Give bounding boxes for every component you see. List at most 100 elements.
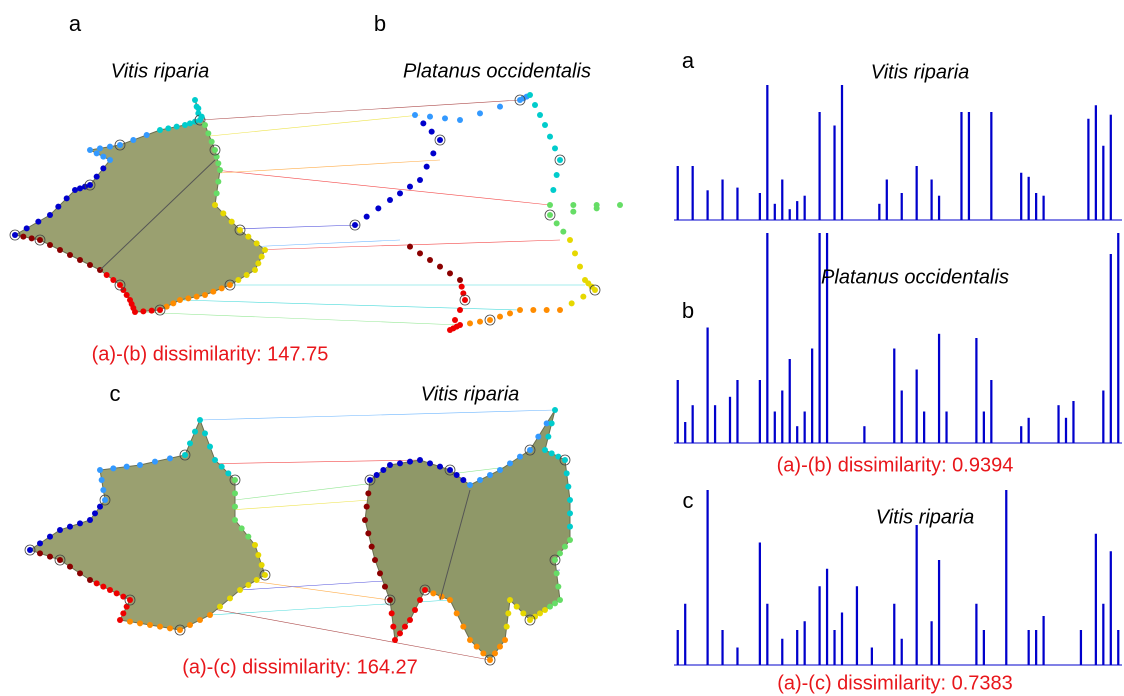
contour-point [47,212,53,218]
bar [766,604,768,665]
contour-point [570,202,576,208]
bar [1102,391,1104,444]
contour-point [497,104,503,110]
species-name: Vitis riparia [871,61,970,83]
bar [1117,233,1119,443]
bar [1080,630,1082,665]
contour-point [195,105,201,111]
contour-point [144,132,150,138]
contour-point [552,557,558,563]
contour-point [197,617,203,623]
bar [1035,630,1037,665]
contour-point [517,307,523,313]
contour-point [207,444,213,450]
dissimilarity-caption: (a)-(b) dissimilarity: 147.75 [92,343,329,365]
contour-point [207,612,213,618]
bar [1102,146,1104,220]
contour-point [97,467,103,473]
contour-point [427,460,433,466]
species-name: Platanus occidentalis [403,60,591,82]
contour-point [507,597,513,603]
contour-point [567,510,573,516]
contour-point [170,300,176,306]
contour-point [24,225,30,231]
contour-point [210,289,216,295]
contour-point [235,277,241,283]
contour-point [100,165,106,171]
panel-label: c [110,381,121,406]
bar [893,349,895,444]
contour-point [477,110,483,116]
contour-point [397,190,403,196]
bar [781,391,783,444]
contour-point [27,547,33,553]
contour-point [549,420,555,426]
bar [759,380,761,443]
bar [841,613,843,666]
contour-point [372,557,378,563]
contour-point [407,184,413,190]
contour-point [245,582,251,588]
contour-point [547,212,553,218]
contour-point [229,219,235,225]
bar [893,604,895,665]
bar [916,525,918,665]
bar [766,233,768,443]
contour-point [457,307,463,313]
contour-point [127,619,133,625]
species-name: Vitis riparia [876,506,975,528]
contour-point [497,467,503,473]
contour-point [454,472,460,478]
contour-point [202,430,208,436]
contour-point [460,477,466,483]
contour-point [429,129,435,135]
bar [1110,254,1112,443]
contour-point [157,307,163,313]
contour-point [504,624,510,630]
page: a b Vitis riparia Platanus occidentalis … [0,0,1124,696]
contour-point [214,190,220,196]
contour-point [474,644,480,650]
contour-point [430,590,436,596]
panel-label: b [682,298,694,323]
contour-point [185,295,191,301]
contour-point [217,604,223,610]
contour-point [77,257,83,263]
contour-point [94,150,100,156]
species-name: Platanus occidentalis [821,266,1009,288]
contour-point [569,300,575,306]
dissimilarity-caption: (a)-(b) dissimilarity: 0.9394 [777,454,1014,476]
contour-point [497,644,503,650]
bar [826,569,828,665]
contour-point [232,490,238,496]
contour-point [424,164,430,170]
bar [677,166,679,220]
contour-point [227,282,233,288]
contour-point [520,610,526,616]
contour-point [104,272,110,278]
contour-point [527,447,533,453]
bar [901,193,903,220]
contour-point [100,487,106,493]
contour-point [29,235,35,241]
bar [983,412,985,444]
bar [1042,196,1044,220]
contour-point [259,562,265,568]
contour-point [527,617,533,623]
bar [1057,405,1059,443]
bar [1095,105,1097,220]
contour-point [167,455,173,461]
contour-point [67,252,73,258]
contour-point [542,607,548,613]
bar [930,180,932,221]
contour-point [542,122,548,128]
contour-point [362,517,368,523]
contour-point [157,127,163,133]
bar [677,380,679,443]
dissimilarity-caption: (a)-(c) dissimilarity: 0.7383 [777,672,1013,694]
contour-point [57,557,63,563]
bar [1005,490,1007,665]
contour-point [77,520,83,526]
contour-point [387,197,393,203]
contour-point [87,147,93,153]
